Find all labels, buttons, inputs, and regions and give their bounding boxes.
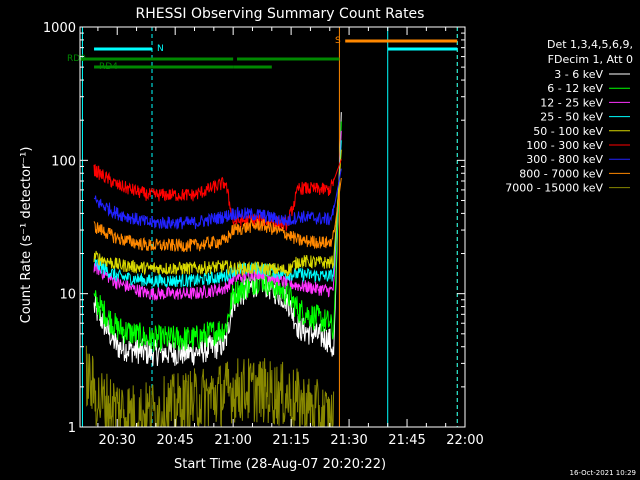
x-tick-label: 20:45 [156,433,193,448]
x-axis-label: Start Time (28-Aug-07 20:20:22) [174,457,386,472]
series-line [93,130,342,302]
x-tick-label: 22:00 [446,433,483,448]
series-line [93,149,342,277]
series-line [93,168,342,230]
flag-label-rd0: RD0 [67,54,86,64]
flag-label-rd4: RD4 [99,62,118,72]
legend-entry-label: 300 - 800 keV [526,153,603,166]
legend-header-line-1: Det 1,3,4,5,6,9, [547,38,633,51]
series-line [93,159,342,231]
legend-entry-label: 100 - 300 keV [526,139,603,152]
legend-header-line-2: FDecim 1, Att 0 [548,53,633,66]
x-tick-label: 20:30 [98,433,135,448]
legend-entry-label: 7000 - 15000 keV [505,182,603,195]
legend-entry-label: 3 - 6 keV [554,68,603,81]
flag-label-n: N [157,44,164,54]
chart-title: RHESSI Observing Summary Count Rates [136,6,425,22]
render-timestamp: 16-Oct-2021 10:29 [570,469,636,477]
y-tick-label: 1 [68,421,76,436]
series-line [93,177,342,253]
y-tick-label: 10 [59,288,76,303]
flag-label-s: S [335,36,341,46]
series-line [93,140,342,289]
x-tick-label: 21:45 [388,433,425,448]
legend-entry-label: 6 - 12 keV [547,82,603,95]
y-axis-label: Count Rate (s⁻¹ detector⁻¹) [19,147,34,324]
legend-entry-label: 800 - 7000 keV [519,167,603,180]
legend-entry-label: 12 - 25 keV [540,96,603,109]
y-tick-label: 1000 [43,21,76,36]
series-line [93,121,342,352]
legend-entry-label: 25 - 50 keV [540,111,603,124]
plot-frame [79,26,466,428]
series-line [85,345,335,427]
x-tick-label: 21:00 [214,433,251,448]
legend-entry-label: 50 - 100 keV [533,125,603,138]
x-tick-label: 21:30 [330,433,367,448]
x-tick-label: 21:15 [272,433,309,448]
y-tick-label: 100 [51,154,76,169]
